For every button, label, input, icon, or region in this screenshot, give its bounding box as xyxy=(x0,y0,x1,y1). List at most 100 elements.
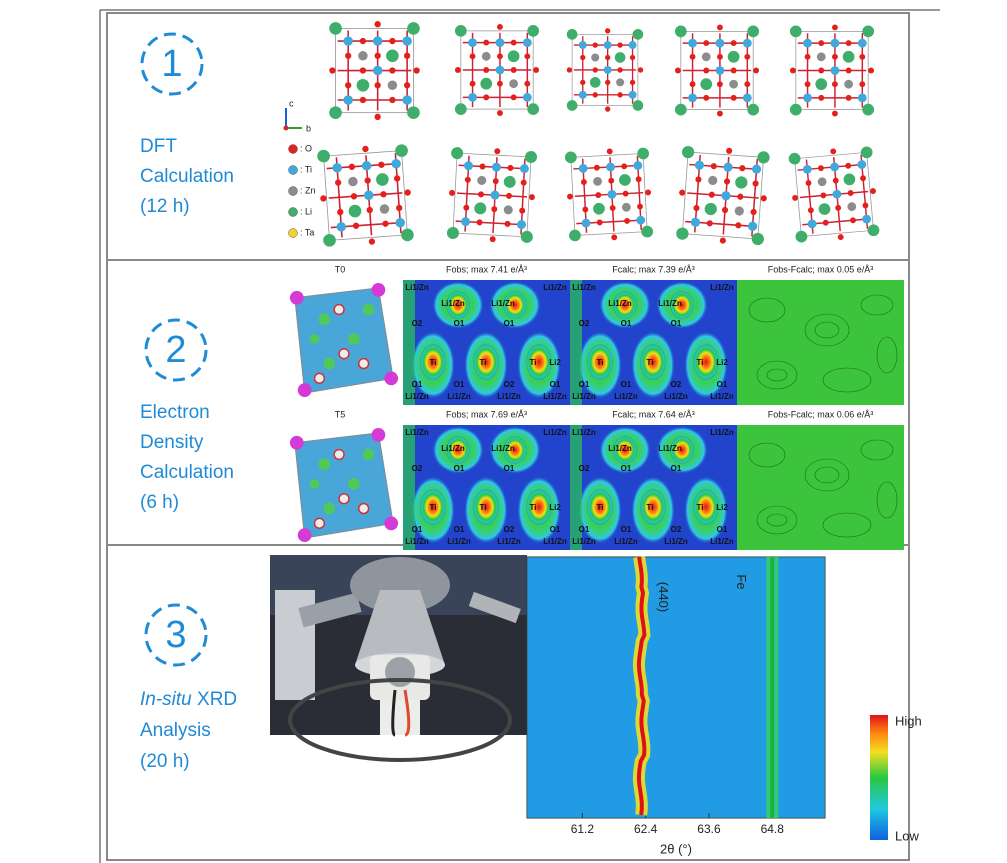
peak-label: (440) xyxy=(656,582,671,612)
atom-label: O1 xyxy=(671,464,682,473)
atom-label: O1 xyxy=(550,380,561,389)
atom-label: O1 xyxy=(412,380,423,389)
atom-label: Li1/Zn xyxy=(664,537,688,546)
legend-label: : Li xyxy=(300,206,312,216)
atom-label: O2 xyxy=(504,525,515,534)
difference-map xyxy=(737,425,904,550)
step-number: 1 xyxy=(161,43,182,85)
step-title: Analysis xyxy=(140,720,211,741)
difference-map xyxy=(737,280,904,405)
atom-label: Li1/Zn xyxy=(608,299,632,308)
legend-label: : Zn xyxy=(300,185,316,195)
step-title-part: XRD xyxy=(197,689,237,710)
figure: 1 DFT Calculation (12 h) c b : O: Ti: Zn… xyxy=(0,0,1007,863)
structure-image xyxy=(290,428,398,542)
axis-icon: c b xyxy=(284,98,312,133)
step-title: Calculation xyxy=(140,462,234,483)
atom-label: Ti xyxy=(430,503,437,512)
step-title: Electron xyxy=(140,402,210,423)
legend-swatch xyxy=(289,145,298,154)
atom-label: O2 xyxy=(412,464,423,473)
step-number: 3 xyxy=(165,614,186,656)
atom-label: Ti xyxy=(430,358,437,367)
atom-label: Li1/Zn xyxy=(405,283,429,292)
atom-label: O1 xyxy=(621,319,632,328)
atom-label: O1 xyxy=(550,525,561,534)
atom-label: O1 xyxy=(454,319,465,328)
step-title: Calculation xyxy=(140,166,234,187)
atom-label: Li1/Zn xyxy=(710,283,734,292)
atom-label: Li1/Zn xyxy=(543,537,567,546)
atom-label: Li1/Zn xyxy=(608,444,632,453)
crystal-structures xyxy=(317,21,880,248)
atom-label: Li1/Zn xyxy=(658,299,682,308)
plot-texture xyxy=(527,557,825,818)
atom-label: Li1/Zn xyxy=(491,444,515,453)
axis-label: b xyxy=(306,123,311,133)
instrument-photo xyxy=(270,555,527,760)
legend-label: : Ti xyxy=(300,164,312,174)
legend-swatch xyxy=(289,187,298,196)
step-title: DFT xyxy=(140,136,177,157)
map-title: Fobs; max 7.69 e/Å³ xyxy=(446,409,527,419)
atom-label: O1 xyxy=(454,380,465,389)
legend-swatch xyxy=(289,208,298,217)
legend-swatch xyxy=(289,166,298,175)
atom-label: Li1/Zn xyxy=(497,392,521,401)
atom-label: Li1/Zn xyxy=(491,299,515,308)
atom-label: Li1/Zn xyxy=(710,428,734,437)
atom-label: Li1/Zn xyxy=(543,392,567,401)
atom-label: O1 xyxy=(579,525,590,534)
atom-label: Li1/Zn xyxy=(572,392,596,401)
peak-label: Fe xyxy=(734,574,749,589)
atom-label: Li1/Zn xyxy=(447,392,471,401)
atom-label: Li1/Zn xyxy=(572,428,596,437)
atom-label: Li1/Zn xyxy=(710,392,734,401)
atom-label: Li2 xyxy=(549,503,561,512)
x-tick-label: 63.6 xyxy=(697,822,721,836)
map-title: Fobs-Fcalc; max 0.06 e/Å³ xyxy=(768,409,874,419)
atom-label: Li1/Zn xyxy=(572,537,596,546)
step-title: (12 h) xyxy=(140,196,190,217)
atom-label: O2 xyxy=(579,319,590,328)
atom-label: Li1/Zn xyxy=(405,537,429,546)
atom-label: Li1/Zn xyxy=(441,299,465,308)
atom-label: Li1/Zn xyxy=(614,537,638,546)
atom-label: O1 xyxy=(454,525,465,534)
atom-label: Li1/Zn xyxy=(405,428,429,437)
atom-label: O1 xyxy=(717,380,728,389)
atom-label: Ti xyxy=(697,358,704,367)
x-axis-label: 2θ (°) xyxy=(660,841,692,856)
atom-label: O1 xyxy=(454,464,465,473)
structure-image xyxy=(290,283,398,397)
colorbar-label: Low xyxy=(895,828,919,843)
atom-label: O1 xyxy=(621,464,632,473)
atom-label: Li1/Zn xyxy=(710,537,734,546)
atom-label: Li1/Zn xyxy=(664,392,688,401)
atom-label: Ti xyxy=(597,503,604,512)
atom-label: Ti xyxy=(647,358,654,367)
map-title: Fobs; max 7.41 e/Å³ xyxy=(446,264,527,274)
atom-label: O1 xyxy=(504,319,515,328)
x-tick-label: 62.4 xyxy=(634,822,658,836)
atom-label: Li2 xyxy=(716,503,728,512)
step-title: Density xyxy=(140,432,204,453)
density-maps: T0 Fobs; max 7.41 e/Å³ Li1/Zn Li1/Zn Li1/Zn L… xyxy=(290,264,904,550)
structure-label: T0 xyxy=(335,264,346,274)
atom-label: Li1/Zn xyxy=(497,537,521,546)
legend-swatch xyxy=(289,229,298,238)
atom-label: Li2 xyxy=(716,358,728,367)
atom-label: Li1/Zn xyxy=(658,444,682,453)
atom-label: Ti xyxy=(530,358,537,367)
atom-label: Li1/Zn xyxy=(441,444,465,453)
atom-label: Li1/Zn xyxy=(543,283,567,292)
atom-label: O2 xyxy=(579,464,590,473)
atom-label: Li1/Zn xyxy=(572,283,596,292)
atom-label: Ti xyxy=(480,358,487,367)
step-title: (6 h) xyxy=(140,492,179,513)
density-map xyxy=(403,280,570,405)
step-number: 2 xyxy=(165,329,186,371)
atom-label: O1 xyxy=(504,464,515,473)
atom-label: Ti xyxy=(480,503,487,512)
colorbar-label: High xyxy=(895,713,922,728)
